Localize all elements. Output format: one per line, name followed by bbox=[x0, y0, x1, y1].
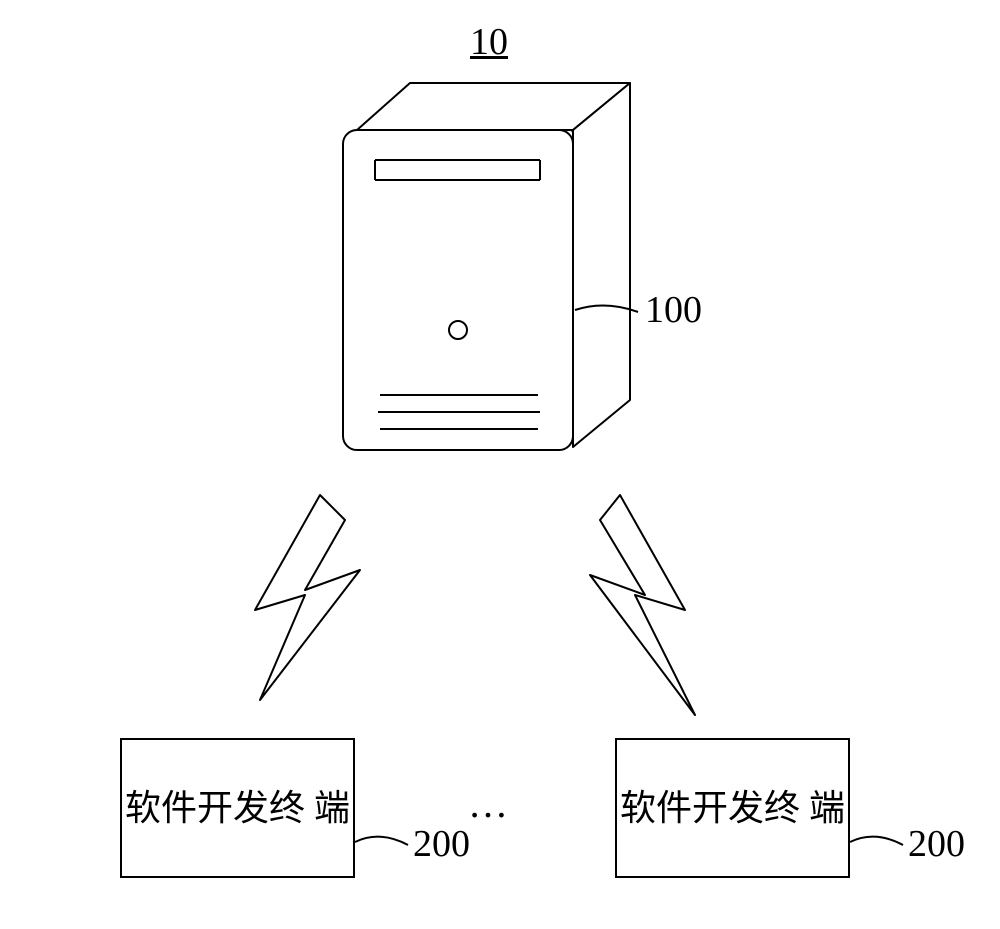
ellipsis: … bbox=[468, 780, 514, 827]
diagram-stage: 10 100 软件开发终 端 bbox=[0, 0, 1000, 929]
terminal-right-ref: 200 bbox=[908, 822, 965, 866]
